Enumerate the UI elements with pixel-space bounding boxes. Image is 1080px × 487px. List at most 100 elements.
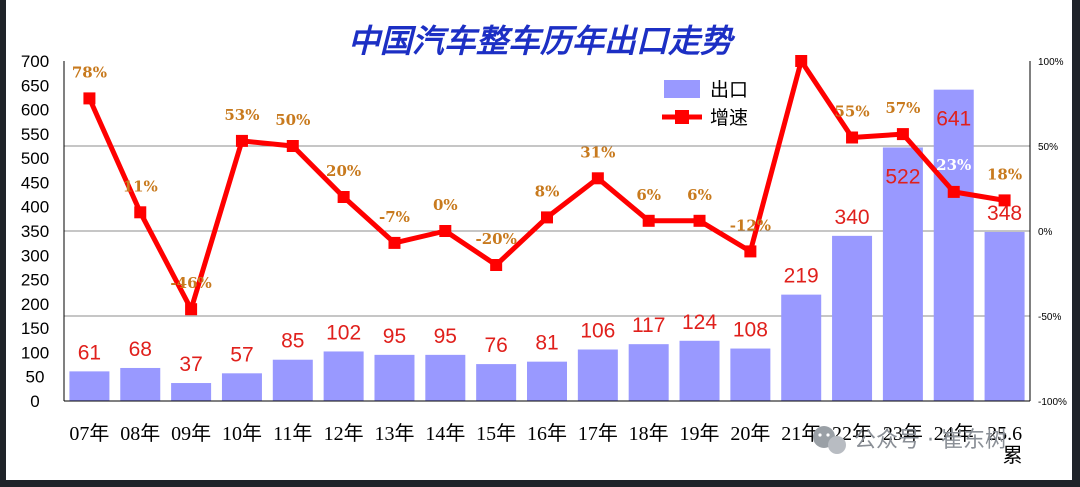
bar [323, 351, 364, 401]
bar [679, 340, 720, 401]
bar [69, 371, 110, 401]
bar-value-label: 76 [484, 334, 507, 357]
bar [374, 354, 415, 401]
growth-label: -7% [379, 208, 410, 226]
growth-label: 53% [224, 106, 259, 124]
x-tick-label: 17年 [578, 422, 618, 445]
bar-value-label: 522 [885, 165, 920, 188]
x-tick-label: 15年 [476, 422, 516, 445]
growth-label: 0% [433, 196, 458, 214]
bar-value-label: 68 [129, 338, 152, 361]
legend-label-growth: 增速 [710, 107, 748, 129]
x-tick-label-suffix: 累 [1003, 445, 1023, 467]
chart-panel: 中国汽车整车历年出口走势 61 68 37 57 85 102 95 95 76 81 106 117… [6, 0, 1072, 480]
x-tick-label: 12年 [324, 422, 364, 445]
x-tick-label: 08年 [120, 422, 160, 445]
y-left-tick-label: 300 [21, 246, 49, 265]
x-tick-label: 23年 [883, 422, 923, 445]
bar-value-label: 37 [179, 353, 202, 376]
chart-title: 中国汽车整车历年出口走势 [348, 22, 736, 60]
growth-marker [388, 236, 401, 249]
x-tick-label: 19年 [680, 422, 720, 445]
x-tick-label: 18年 [629, 422, 669, 445]
bar [425, 354, 466, 401]
growth-label: 8% [535, 182, 560, 200]
growth-labels: 78% 11% -46% 53% 50% 20% -7% 0% -20% 8% 31% 6% 6% -12… [72, 63, 1022, 292]
growth-label: -46% [170, 274, 211, 292]
bar-value-label: 106 [580, 320, 615, 343]
bar-value-label: 117 [632, 314, 665, 337]
watermark: 公众号 · 崔东树 [813, 426, 1007, 454]
growth-label: 20% [326, 162, 361, 180]
x-tick-label: 24年 [934, 422, 974, 445]
growth-marker [490, 259, 503, 271]
bar-value-label: 641 [936, 108, 971, 131]
y-right-tick-label: 0% [1038, 227, 1053, 238]
growth-marker [896, 128, 909, 141]
growth-label: 31% [580, 143, 615, 161]
growth-label: 6% [636, 186, 661, 204]
growth-label: 50% [275, 111, 310, 129]
bar-value-label: 85 [281, 330, 304, 353]
bar-value-label: 348 [987, 202, 1022, 225]
bar-value-label: 124 [682, 311, 717, 334]
bar-value-label: 81 [535, 332, 558, 355]
bar-value-label: 102 [326, 321, 361, 344]
y-left-tick-label: 150 [21, 319, 49, 338]
bar-value-label: 340 [835, 206, 870, 229]
growth-marker [134, 206, 147, 219]
y-left-tick-label: 650 [21, 76, 49, 95]
growth-label: -20% [475, 230, 516, 248]
x-tick-label: 14年 [425, 422, 465, 445]
y-left-tick-label: 0 [30, 392, 39, 411]
line-series [83, 55, 1011, 316]
x-tick-label: 13年 [374, 422, 414, 445]
bar-value-label: 61 [78, 341, 101, 364]
y-left-tick-label: 100 [21, 343, 49, 362]
x-tick-label: 20年 [730, 422, 770, 445]
y-left-tick-label: 600 [21, 101, 49, 120]
bar [933, 89, 974, 402]
growth-marker [541, 211, 553, 224]
export-chart: 中国汽车整车历年出口走势 61 68 37 57 85 102 95 95 76 81 106 117… [21, 22, 1067, 467]
growth-label: 57% [885, 99, 920, 117]
growth-label: -12% [730, 216, 771, 234]
bar [527, 361, 567, 401]
bar [781, 294, 822, 401]
x-tick-label: 10年 [222, 422, 262, 445]
x-tick-label: 11年 [273, 422, 312, 445]
growth-marker [693, 214, 706, 227]
growth-marker [642, 214, 655, 227]
y-right-tick-label: 100% [1038, 57, 1064, 68]
growth-marker [185, 303, 198, 316]
axes: 0 50 100 150 200 250 300 350 400 450 500 550 600 650 7… [21, 52, 1067, 467]
y-left-tick-label: 450 [21, 173, 49, 192]
bar [730, 348, 771, 401]
y-right-tick-label: 50% [1038, 142, 1058, 153]
wechat-icon [813, 426, 846, 454]
growth-marker [337, 191, 350, 203]
bar [171, 383, 212, 401]
growth-label: 6% [687, 186, 712, 204]
y-right-tick-label: -50% [1038, 312, 1061, 323]
x-tick-label: 25.6 [987, 423, 1022, 445]
x-tick-label: 21年 [781, 422, 821, 445]
bar [628, 344, 669, 401]
bar-series [69, 89, 1025, 402]
legend: 出口 增速 [662, 79, 748, 129]
growth-marker [286, 140, 299, 152]
watermark-text: 公众号 · 崔东树 [854, 428, 1007, 453]
y-left-tick-label: 250 [21, 271, 49, 290]
x-tick-label: 09年 [171, 422, 211, 445]
bar [832, 235, 873, 401]
x-tick-label: 07年 [69, 422, 109, 445]
growth-label: 18% [987, 165, 1022, 183]
bar-value-label: 95 [434, 325, 457, 348]
growth-label: 11% [123, 177, 158, 195]
y-left-tick-label: 350 [21, 222, 49, 241]
bar [120, 367, 161, 401]
y-left-tick-label: 50 [26, 368, 45, 387]
bar [476, 364, 517, 401]
bar-value-label: 219 [784, 265, 819, 288]
growth-marker [591, 172, 604, 185]
